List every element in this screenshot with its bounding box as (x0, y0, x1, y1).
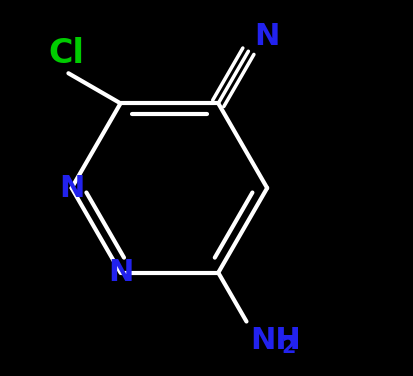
Text: N: N (59, 173, 84, 203)
Text: N: N (254, 22, 279, 51)
Text: 2: 2 (280, 337, 295, 357)
Text: Cl: Cl (48, 37, 84, 70)
Text: N: N (107, 258, 133, 287)
Text: NH: NH (249, 326, 300, 355)
